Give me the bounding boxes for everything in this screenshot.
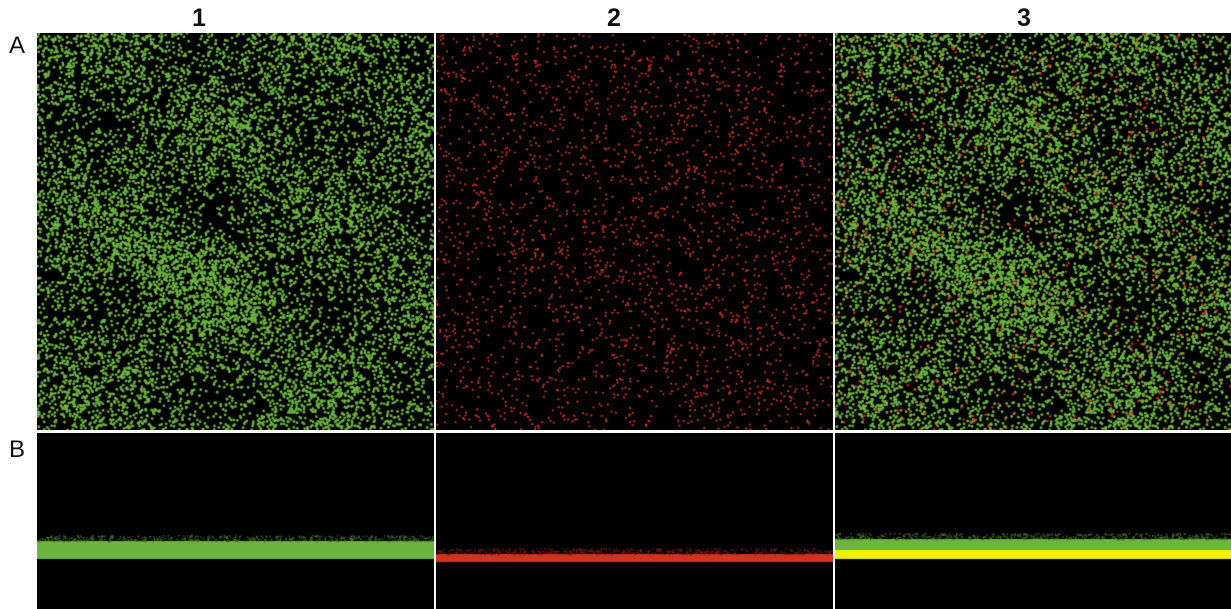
panel-b1-image [37,433,434,609]
panel-b3-image [835,433,1231,609]
panel-b2-red-section [436,433,833,609]
panel-a1-image [37,33,434,430]
row-label-b: B [9,436,26,463]
panel-a2-image [436,33,833,430]
column-label-2: 2 [607,4,621,32]
panel-a1-green-scatter [37,33,434,430]
column-label-1: 1 [192,4,206,32]
panel-b3-merged-section [835,433,1231,609]
panel-b2-image [436,433,833,609]
panel-a3-image [835,33,1231,430]
panel-b1-green-section [37,433,434,609]
panel-a3-merged-scatter [835,33,1231,430]
row-label-a: A [9,32,26,59]
panel-a2-red-scatter [436,33,833,430]
column-label-3: 3 [1017,4,1031,32]
